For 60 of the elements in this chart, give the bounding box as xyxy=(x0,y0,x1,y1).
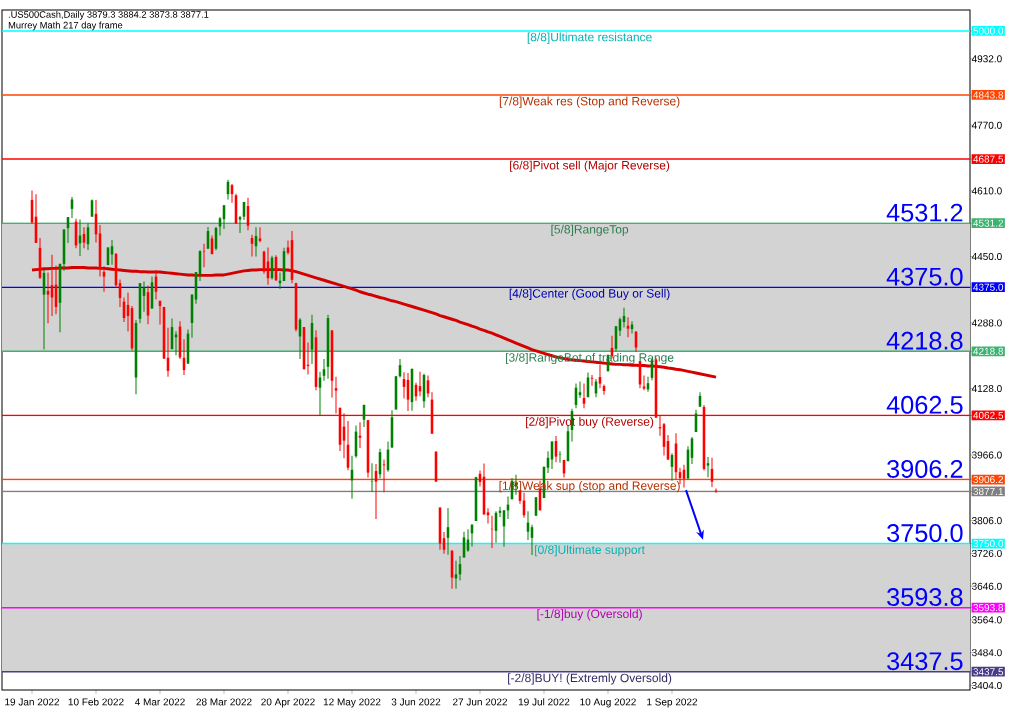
ref-line-label: [0/8]Ultimate support xyxy=(535,545,645,557)
annotation: 3906.2 xyxy=(887,459,963,478)
x-tick-label: 19 Jan 2022 xyxy=(5,698,60,706)
y-tick-label: 3750.0 xyxy=(973,540,1004,548)
annotation: 3750.0 xyxy=(887,524,963,542)
y-tick-label: 3564.0 xyxy=(971,616,1002,624)
ref-line-label: [5/8]RangeTop xyxy=(551,224,629,236)
x-tick-label: 28 Mar 2022 xyxy=(196,698,252,706)
x-tick-label: 27 Jun 2022 xyxy=(452,698,507,706)
y-tick-label: 4218.8 xyxy=(973,347,1004,355)
ref-line-label: [8/8]Ultimate resistance xyxy=(527,32,652,44)
y-tick-label: 4062.5 xyxy=(973,411,1004,419)
annotation: 4531.2 xyxy=(886,203,963,222)
x-tick-label: 4 Mar 2022 xyxy=(134,698,185,706)
text: Murrey Math 217 day frame xyxy=(8,21,123,31)
x-tick-label: 3 Jun 2022 xyxy=(391,698,441,706)
y-tick-label: 4843.8 xyxy=(973,91,1004,99)
y-tick-label: 3726.0 xyxy=(971,549,1002,557)
candlestick xyxy=(706,456,710,478)
y-tick-label: 4288.0 xyxy=(971,319,1002,327)
y-tick-label: 3966.0 xyxy=(971,451,1002,459)
x-tick-label: 20 Apr 2022 xyxy=(261,698,315,708)
y-tick-label: 5000.0 xyxy=(973,27,1004,35)
y-tick-label: 3593.8 xyxy=(973,604,1004,612)
candlestick xyxy=(238,215,242,234)
y-tick-label: 3646.0 xyxy=(971,582,1002,590)
ref-line-label: [7/8]Weak res (Stop and Reverse) xyxy=(499,96,680,108)
ref-line-label: [-1/8]buy (Oversold) xyxy=(537,609,642,621)
x-tick-label: 12 May 2022 xyxy=(323,698,381,708)
y-tick-label: 3806.0 xyxy=(971,517,1002,525)
annotation: 4062.5 xyxy=(886,395,963,414)
chart-title: .US500Cash,Daily 3879.3 3884.2 3873.8 3877.1 xyxy=(8,10,209,20)
annotation: 3593.8 xyxy=(887,588,963,607)
ref-line-label: [4/8]Center (Good Buy or Sell) xyxy=(509,288,670,301)
x-tick-label: 1 Sep 2022 xyxy=(647,698,698,708)
y-tick-label: 3404.0 xyxy=(971,681,1002,690)
y-tick-label: 4450.0 xyxy=(971,252,1002,261)
y-tick-label: 3437.5 xyxy=(973,668,1004,676)
y-tick-label: 4128.0 xyxy=(971,385,1002,393)
y-tick-label: 4687.5 xyxy=(973,155,1004,163)
y-tick-label: 3877.1 xyxy=(973,487,1004,495)
ref-line-label: [6/8]Pivot sell (Major Reverse) xyxy=(510,160,670,172)
y-tick-label: 4770.0 xyxy=(971,121,1002,129)
candlestick xyxy=(642,374,646,391)
candlestick xyxy=(590,374,594,387)
y-tick-label: 4932.0 xyxy=(971,55,1002,63)
candlestick xyxy=(382,459,386,493)
annotation: 4218.8 xyxy=(886,331,963,350)
x-tick-label: 19 Jul 2022 xyxy=(518,698,570,706)
ref-line-label: [-2/8]BUY! (Extremly Oversold) xyxy=(508,673,672,685)
y-tick-label: 4610.0 xyxy=(971,187,1002,195)
annotation: 3437.5 xyxy=(887,652,963,671)
x-tick-label: 10 Aug 2022 xyxy=(580,698,636,708)
y-tick-label: 3484.0 xyxy=(971,649,1002,657)
candlestick xyxy=(258,226,262,243)
y-tick-label: 3906.2 xyxy=(973,475,1004,484)
x-tick-label: 10 Feb 2022 xyxy=(68,698,124,706)
y-tick-label: 4531.2 xyxy=(973,219,1004,227)
annotation: 4375.0 xyxy=(886,267,963,286)
y-tick-label: 4375.0 xyxy=(973,283,1004,291)
